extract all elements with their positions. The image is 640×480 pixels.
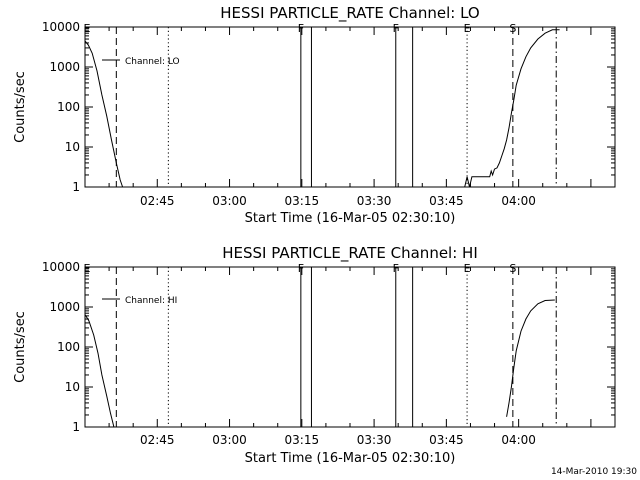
chart-title: HESSI PARTICLE_RATE Channel: LO bbox=[220, 4, 479, 23]
y-axis-label: Counts/sec bbox=[13, 71, 28, 143]
x-tick-label: 03:15 bbox=[285, 433, 320, 447]
corner-event-label: E bbox=[84, 262, 91, 275]
y-axis-label: Counts/sec bbox=[13, 311, 28, 383]
y-tick-label: 1000 bbox=[49, 300, 80, 314]
event-marker-label: F bbox=[298, 22, 304, 35]
y-tick-label: 1 bbox=[72, 180, 80, 194]
y-tick-label: 10000 bbox=[42, 260, 80, 274]
plot-frame bbox=[84, 26, 616, 188]
event-marker-label: S bbox=[509, 262, 516, 275]
x-tick-label: 03:30 bbox=[357, 194, 392, 208]
event-marker-label: F bbox=[393, 262, 399, 275]
event-marker-label: F bbox=[298, 262, 304, 275]
y-tick-label: 100 bbox=[57, 340, 80, 354]
series-line-segment-1 bbox=[84, 40, 124, 188]
x-tick-label: 03:00 bbox=[212, 194, 247, 208]
legend-label: Channel: HI bbox=[125, 296, 177, 306]
y-tick-label: 10 bbox=[65, 140, 80, 154]
x-tick-label: 03:30 bbox=[357, 433, 392, 447]
event-marker-label: E bbox=[464, 22, 471, 35]
event-marker-label: F bbox=[393, 22, 399, 35]
series-line-segment-2 bbox=[506, 299, 555, 417]
x-axis-label: Start Time (16-Mar-05 02:30:10) bbox=[245, 211, 456, 226]
y-tick-label: 100 bbox=[57, 100, 80, 114]
chart-panel-2: HESSI PARTICLE_RATE Channel: HI 1 10 100 100… bbox=[13, 244, 616, 466]
x-tick-label: 02:45 bbox=[140, 194, 175, 208]
legend-label: Channel: LO bbox=[125, 57, 180, 67]
series-line-segment-2 bbox=[464, 29, 560, 188]
corner-event-label: E bbox=[84, 22, 91, 35]
footer-timestamp: 14-Mar-2010 19:30 bbox=[551, 467, 637, 477]
x-tick-label: 03:45 bbox=[429, 433, 464, 447]
chart-title: HESSI PARTICLE_RATE Channel: HI bbox=[222, 244, 478, 263]
y-tick-label: 1 bbox=[72, 420, 80, 434]
event-marker-label: E bbox=[464, 262, 471, 275]
y-tick-label: 10000 bbox=[42, 20, 80, 34]
plot-frame bbox=[84, 266, 616, 428]
y-tick-label: 10 bbox=[65, 380, 80, 394]
x-tick-label: 04:00 bbox=[501, 433, 536, 447]
y-tick-label: 1000 bbox=[49, 60, 80, 74]
x-tick-label: 03:15 bbox=[285, 194, 320, 208]
series-line-segment-1 bbox=[84, 314, 115, 428]
x-tick-label: 02:45 bbox=[140, 433, 175, 447]
x-axis-label: Start Time (16-Mar-05 02:30:10) bbox=[245, 451, 456, 466]
x-tick-label: 03:00 bbox=[212, 433, 247, 447]
chart-panel-1: HESSI PARTICLE_RATE Channel: LO 1 10 100 100… bbox=[13, 4, 616, 226]
event-marker-label: S bbox=[509, 22, 516, 35]
x-tick-label: 04:00 bbox=[501, 194, 536, 208]
x-tick-label: 03:45 bbox=[429, 194, 464, 208]
